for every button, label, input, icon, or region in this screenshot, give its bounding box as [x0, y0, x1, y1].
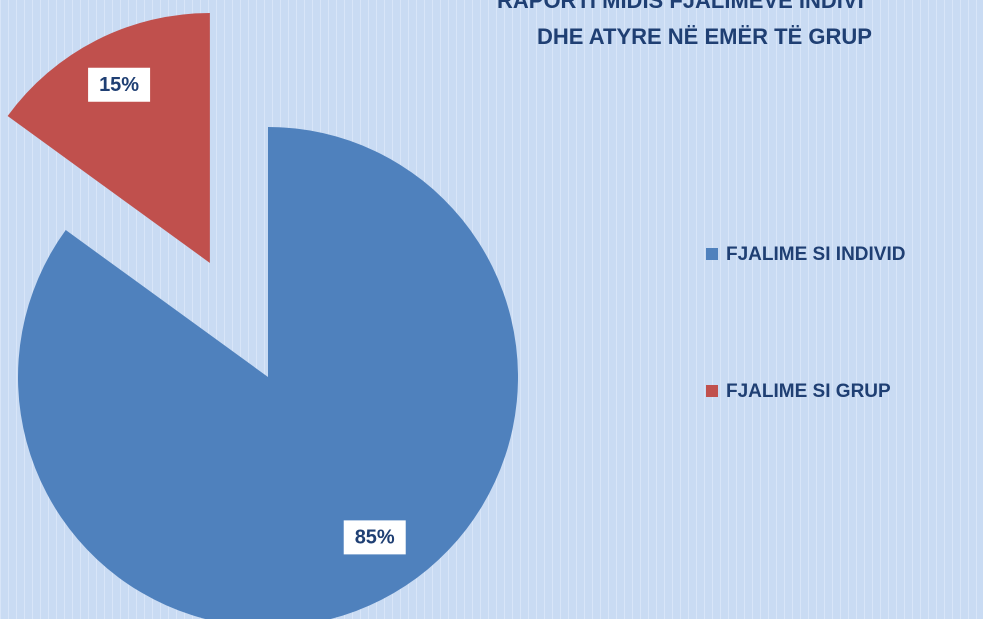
pie-slice	[7, 12, 210, 263]
pie-slice	[18, 127, 519, 619]
chart-title-line: RAPORTI MIDIS FJALIMEVE INDIVI	[497, 0, 864, 13]
chart-title-line: DHE ATYRE NË EMËR TË GRUP	[537, 24, 872, 49]
legend-swatch	[706, 385, 718, 397]
legend-swatch	[706, 248, 718, 260]
data-label: 15%	[99, 74, 139, 96]
label-box	[88, 67, 151, 102]
legend-label: FJALIME SI INDIVID	[726, 244, 905, 265]
label-box	[343, 520, 406, 555]
legend-label: FJALIME SI GRUP	[726, 381, 891, 402]
data-label: 85%	[355, 527, 395, 549]
